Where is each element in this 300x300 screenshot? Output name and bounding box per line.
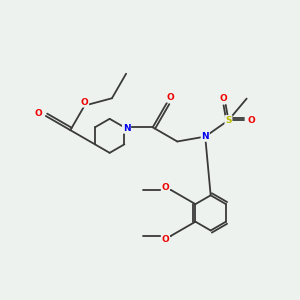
Text: O: O [220,94,227,103]
Text: O: O [34,109,42,118]
Text: O: O [162,235,169,244]
Text: O: O [81,98,88,107]
Text: S: S [225,116,232,125]
Text: O: O [162,183,169,192]
Text: O: O [166,93,174,102]
Text: O: O [248,116,256,125]
Text: N: N [201,132,209,141]
Text: N: N [123,124,130,133]
